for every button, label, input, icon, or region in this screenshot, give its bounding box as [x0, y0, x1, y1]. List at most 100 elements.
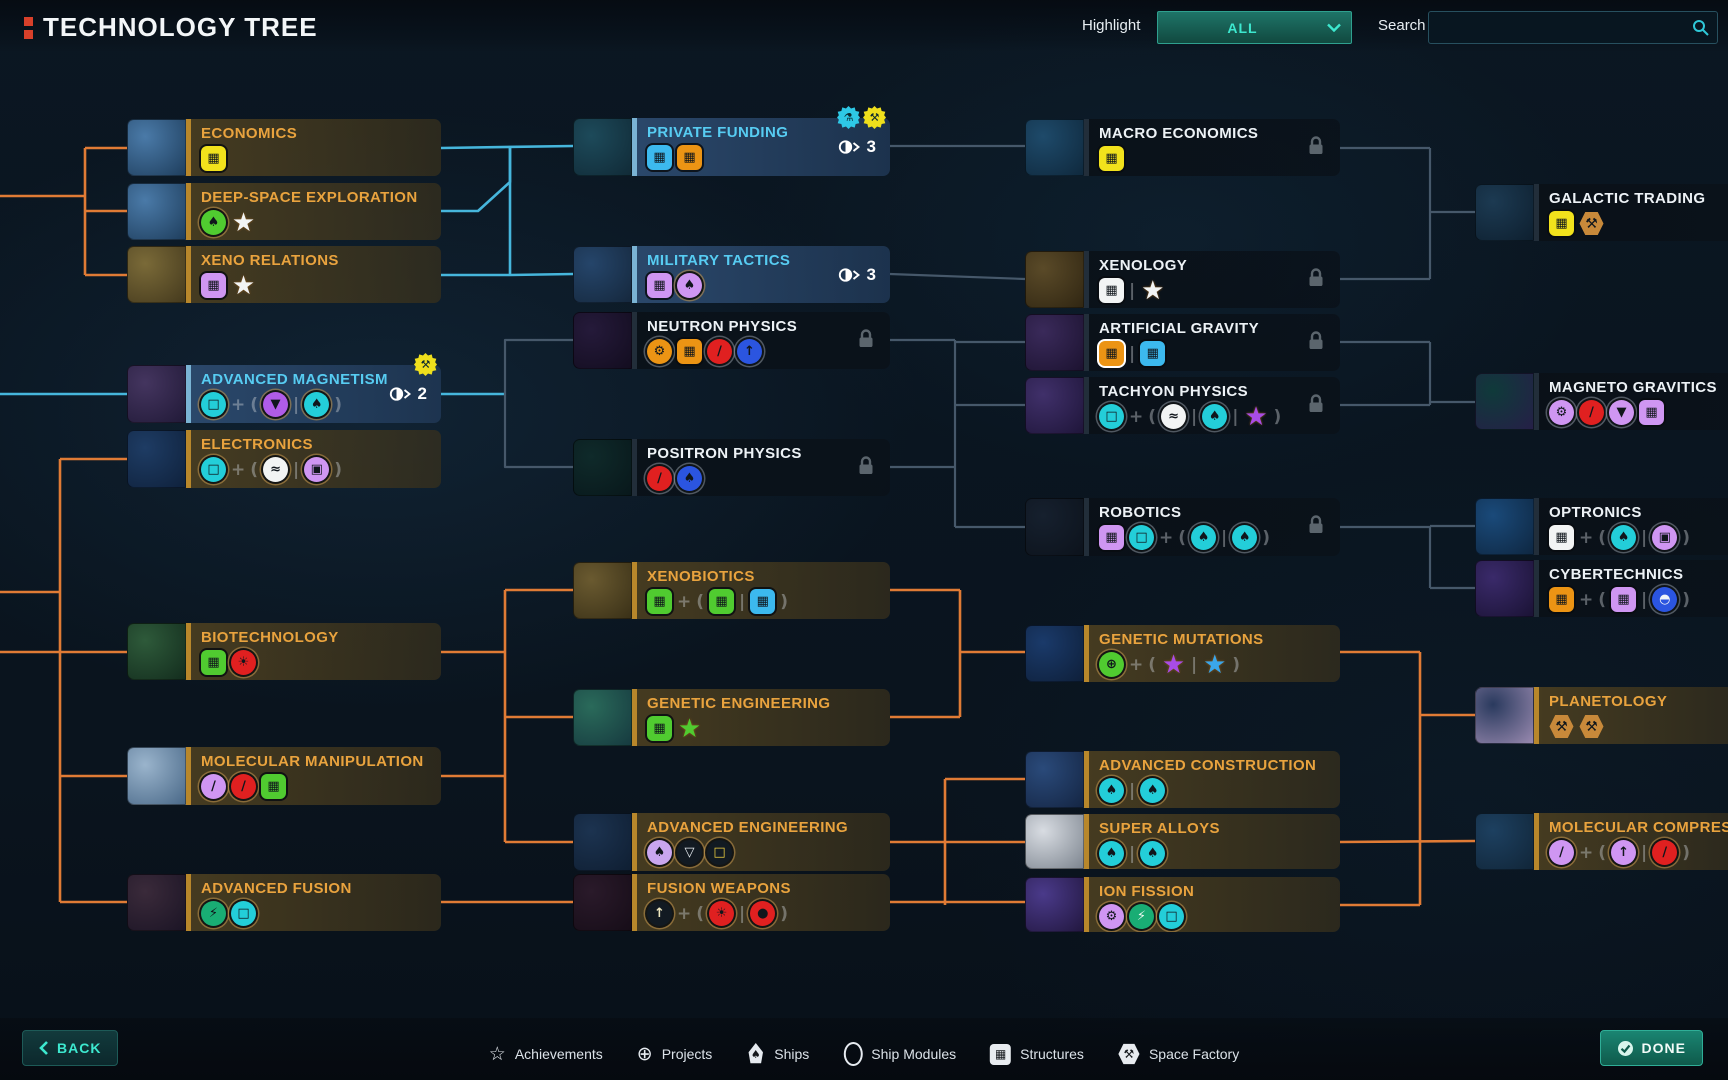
node-thumbnail	[573, 118, 632, 176]
structures-icon: ▦	[990, 1043, 1012, 1065]
node-title: OPTRONICS	[1549, 504, 1642, 521]
tech-node-biotechnology[interactable]: BIOTECHNOLOGY ▦ ☀	[127, 623, 441, 680]
tech-node-optronics[interactable]: OPTRONICS ▦ +(♠ | ▣)	[1475, 498, 1728, 555]
node-title: XENOBIOTICS	[647, 568, 755, 585]
node-accent-bar	[186, 430, 191, 488]
node-title: MAGNETO GRAVITICS	[1549, 379, 1717, 396]
tech-node-planetology[interactable]: PLANETOLOGY ⚒ ⚒	[1475, 687, 1728, 744]
icon-separator: |	[1129, 343, 1136, 364]
achievement-star-icon: ★	[1203, 649, 1227, 680]
structure-icon: ▦	[647, 716, 672, 741]
bomb-weapon-icon: ●	[750, 901, 776, 926]
node-reward-icons: ▦ | ▦	[1099, 340, 1332, 367]
tech-node-advanced-fusion[interactable]: ADVANCED FUSION ⚡ □	[127, 874, 441, 931]
node-content: XENO RELATIONS ▦ ★	[191, 246, 441, 303]
tech-node-super-alloys[interactable]: SUPER ALLOYS ♠ | ♠	[1025, 814, 1340, 869]
tech-node-cybertechnics[interactable]: CYBERTECHNICS ▦ +(▦ | ◓)	[1475, 560, 1728, 617]
icon-separator: +	[1159, 527, 1174, 548]
ship-module-icon: ♠	[1099, 778, 1124, 803]
tech-node-robotics[interactable]: ROBOTICS ▦ □ +(♠ | ♠)	[1025, 498, 1340, 556]
done-button[interactable]: DONE	[1599, 1030, 1703, 1066]
node-content: MAGNETO GRAVITICS ⚙ ∕ ▼ ▦	[1539, 373, 1728, 430]
shield-module-icon: ▼	[1609, 400, 1634, 425]
node-thumbnail	[127, 365, 186, 423]
search-icon[interactable]	[1692, 19, 1709, 36]
node-thumbnail	[127, 430, 186, 488]
tech-node-electronics[interactable]: ELECTRONICS □ +(≈ | ▣)	[127, 430, 441, 488]
node-title: ION FISSION	[1099, 883, 1195, 900]
node-content: XENOBIOTICS ▦ +(▦ | ▦)	[637, 562, 890, 619]
tech-node-positron-physics[interactable]: POSITRON PHYSICS ∕ ♠	[573, 439, 890, 496]
tech-node-fusion-weapons[interactable]: FUSION WEAPONS ↑ +(☀ | ●)	[573, 874, 890, 931]
space-factory-icon: □	[1159, 904, 1184, 929]
tech-node-xenology[interactable]: XENOLOGY ▦ | ★	[1025, 251, 1340, 308]
icon-separator: |	[739, 591, 746, 612]
icon-separator: |	[1129, 780, 1136, 801]
connector-line-slate	[503, 394, 573, 469]
tech-node-galactic-trading[interactable]: GALACTIC TRADING ▦ ⚒	[1475, 184, 1728, 241]
icon-separator: )	[1232, 654, 1241, 675]
node-content: NEUTRON PHYSICS ⚙ ▦ ∕ ↑	[637, 312, 890, 369]
tech-node-molecular-manipulation[interactable]: MOLECULAR MANIPULATION ∕ ∕ ▦	[127, 747, 441, 805]
node-accent-bar	[1084, 877, 1089, 932]
node-reward-icons: ♠ | ♠	[1099, 840, 1332, 867]
achievement-badges: ⚗ ⚒	[837, 106, 886, 129]
node-content: ELECTRONICS □ +(≈ | ▣)	[191, 430, 441, 488]
node-content: ADVANCED FUSION ⚡ □	[191, 874, 441, 931]
node-title: MILITARY TACTICS	[647, 252, 791, 269]
tech-node-advanced-engineering[interactable]: ADVANCED ENGINEERING ♠ ▽ □	[573, 813, 890, 871]
node-accent-bar	[1534, 560, 1539, 617]
tech-node-advanced-magnetism[interactable]: ADVANCED MAGNETISM □ +(▼ | ♠) 2 ⚒	[127, 353, 441, 423]
title-marker-icon	[24, 16, 33, 39]
node-title: MOLECULAR COMPRESSION	[1549, 819, 1728, 836]
tech-node-private-funding[interactable]: PRIVATE FUNDING ▦ ▦ 3 ⚗ ⚒	[573, 106, 890, 176]
tech-node-xeno-relations[interactable]: XENO RELATIONS ▦ ★	[127, 246, 441, 303]
node-accent-bar	[186, 183, 191, 240]
node-accent-bar	[186, 874, 191, 931]
tech-node-genetic-mutations[interactable]: GENETIC MUTATIONS ⊕ +(★ | ★)	[1025, 625, 1340, 682]
structure-icon: ▦	[1099, 525, 1124, 550]
achievement-star-icon: ★	[1161, 649, 1186, 680]
highlight-dropdown[interactable]: ALL	[1157, 11, 1352, 44]
node-content: GENETIC ENGINEERING ▦ ★	[637, 689, 890, 746]
node-content: ROBOTICS ▦ □ +(♠ | ♠)	[1089, 498, 1340, 556]
node-title: CYBERTECHNICS	[1549, 566, 1684, 583]
node-reward-icons: □ +(▼ | ♠)	[201, 391, 433, 418]
node-thumbnail	[573, 562, 632, 619]
structure-icon: ▦	[677, 339, 702, 364]
legend-label: Space Factory	[1148, 1046, 1240, 1062]
node-title: GENETIC ENGINEERING	[647, 695, 831, 712]
icon-separator: |	[293, 394, 300, 415]
node-reward-icons: ⊕ +(★ | ★)	[1099, 649, 1332, 680]
structure-icon: ▦	[201, 146, 226, 171]
node-thumbnail	[1025, 814, 1084, 869]
node-reward-icons: ⚙ ▦ ∕ ↑	[647, 338, 882, 365]
node-thumbnail	[127, 119, 186, 176]
tech-node-xenobiotics[interactable]: XENOBIOTICS ▦ +(▦ | ▦)	[573, 562, 890, 619]
tech-node-advanced-construction[interactable]: ADVANCED CONSTRUCTION ♠ | ♠	[1025, 751, 1340, 808]
space-factory-icon: □	[1099, 404, 1124, 429]
node-content: ADVANCED CONSTRUCTION ♠ | ♠	[1089, 751, 1340, 808]
tech-node-macro-economics[interactable]: MACRO ECONOMICS ▦	[1025, 119, 1340, 176]
tech-node-neutron-physics[interactable]: NEUTRON PHYSICS ⚙ ▦ ∕ ↑	[573, 312, 890, 369]
tech-node-ion-fission[interactable]: ION FISSION ⚙ ⚡ □	[1025, 877, 1340, 932]
tech-node-tachyon-physics[interactable]: TACHYON PHYSICS □ +(≈ | ♠ | ★)	[1025, 377, 1340, 434]
ship-module-icon: ♠	[1140, 841, 1166, 866]
tech-node-artificial-gravity[interactable]: ARTIFICIAL GRAVITY ▦ | ▦	[1025, 314, 1340, 371]
node-accent-bar	[186, 246, 191, 303]
node-content: MOLECULAR COMPRESSION∕+(↑|∕)	[1539, 813, 1728, 870]
tech-node-molecular-compression[interactable]: MOLECULAR COMPRESSION∕+(↑|∕)	[1475, 813, 1728, 870]
lock-icon	[1308, 267, 1324, 292]
tech-node-economics[interactable]: ECONOMICS ▦	[127, 119, 441, 176]
space-factory-hex-icon: ⚒	[1549, 715, 1574, 738]
back-button[interactable]: BACK	[22, 1030, 119, 1066]
tech-node-magneto-gravitics[interactable]: MAGNETO GRAVITICS ⚙ ∕ ▼ ▦	[1475, 373, 1728, 430]
tech-node-genetic-engineering[interactable]: GENETIC ENGINEERING ▦ ★	[573, 689, 890, 746]
tech-node-deep-space-exploration[interactable]: DEEP-SPACE EXPLORATION ♠ ★	[127, 183, 441, 240]
cannon-module-icon: ∕	[707, 339, 732, 364]
gear-module-icon: ⚙	[647, 339, 672, 364]
search-input[interactable]	[1429, 19, 1692, 36]
tech-node-military-tactics[interactable]: MILITARY TACTICS ▦ ♠ 3	[573, 246, 890, 303]
weapon-icon: ☀	[231, 650, 256, 675]
